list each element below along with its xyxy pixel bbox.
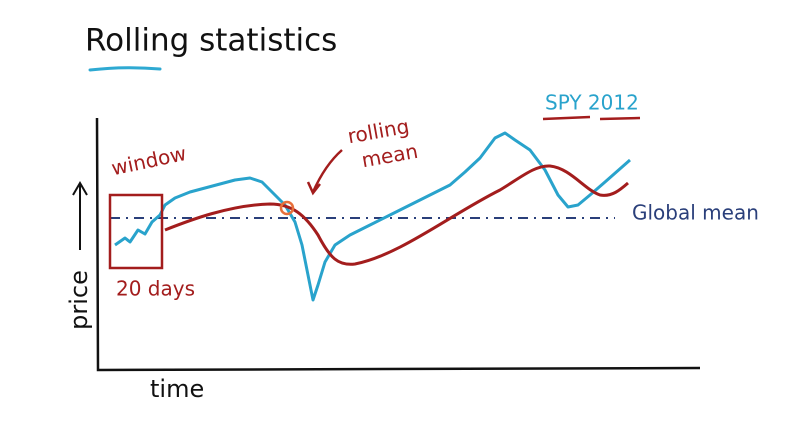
series-label: SPY 2012 [545,91,639,115]
title-underline [88,66,162,72]
days-label: 20 days [116,277,195,301]
price-line [114,131,631,302]
rolling-mean-arrow [306,149,343,196]
rolling-mean-line [164,164,629,266]
window-box [108,193,164,270]
y-axis-arrow [72,181,88,250]
x-axis-label: time [150,375,204,403]
y-axis-label: price [65,270,93,330]
global-mean-label: Global mean [632,201,759,225]
highlight-point [279,200,295,216]
axes [95,117,701,372]
title: Rolling statistics [85,23,337,59]
series-underline [542,115,641,121]
